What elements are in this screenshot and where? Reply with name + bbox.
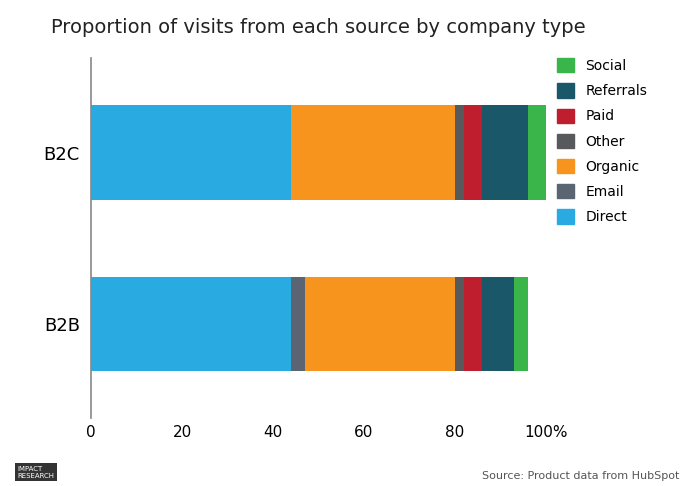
- Bar: [464, 105, 482, 200]
- Text: IMPACT
RESEARCH: IMPACT RESEARCH: [18, 466, 55, 479]
- Bar: [455, 105, 464, 200]
- Bar: [291, 277, 304, 371]
- Bar: [91, 277, 291, 371]
- Bar: [482, 105, 528, 200]
- Text: Source: Product data from HubSpot: Source: Product data from HubSpot: [482, 471, 679, 481]
- Bar: [91, 105, 291, 200]
- Bar: [291, 105, 455, 200]
- Bar: [464, 277, 482, 371]
- Bar: [528, 105, 546, 200]
- Bar: [455, 277, 464, 371]
- Bar: [514, 277, 528, 371]
- Bar: [305, 277, 455, 371]
- Title: Proportion of visits from each source by company type: Proportion of visits from each source by…: [51, 18, 586, 37]
- Legend: Social, Referrals, Paid, Other, Organic, Email, Direct: Social, Referrals, Paid, Other, Organic,…: [557, 58, 647, 224]
- Bar: [482, 277, 514, 371]
